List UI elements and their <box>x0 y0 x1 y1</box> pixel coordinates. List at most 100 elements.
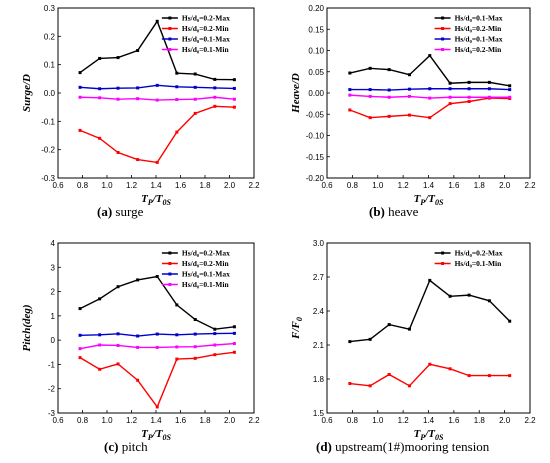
caption-b: (b) heave <box>369 204 418 220</box>
data-point <box>448 367 452 371</box>
caption-letter: (a) <box>97 204 113 219</box>
y-tick-label: -0.1 <box>41 117 55 126</box>
data-point <box>407 113 411 117</box>
legend-marker <box>441 16 445 20</box>
data-point <box>193 318 197 321</box>
y-tick-label: 1 <box>51 312 56 321</box>
y-tick-label: 0 <box>51 336 56 345</box>
data-point <box>487 87 491 91</box>
legend-marker <box>168 251 172 255</box>
y-tick-label: 0.20 <box>308 4 324 13</box>
data-point <box>116 56 120 60</box>
data-point <box>387 68 391 72</box>
legend-marker <box>441 251 445 255</box>
x-tick-label: 1.4 <box>150 181 162 190</box>
data-point <box>136 378 140 382</box>
axis-label-part: /T <box>424 193 436 205</box>
data-point <box>508 84 512 88</box>
series-line-1 <box>79 105 235 164</box>
x-tick-label: 1.4 <box>150 416 162 425</box>
caption-text: upstream(1#)mooring tension <box>331 439 490 454</box>
data-point <box>116 343 120 347</box>
y-axis-label: Pitch(deg) <box>21 304 33 351</box>
caption-text: pitch <box>118 439 148 454</box>
data-point <box>193 97 197 101</box>
y-tick-label: 0.0 <box>44 89 56 98</box>
data-point <box>467 87 471 91</box>
caption-letter: (d) <box>316 439 332 454</box>
y-tick-label: 3.0 <box>313 239 325 248</box>
y-tick-label: -0.20 <box>306 174 325 183</box>
y-tick-label: 2.1 <box>313 341 325 350</box>
y-tick-label: 2.4 <box>313 307 325 316</box>
legend-marker <box>168 48 172 51</box>
chart-3: 0.6 0.8 1.0 1.2 1.4 1.6 1.8 2.0 2.2 1.5 1.8 2.1 2.4 2… <box>290 239 536 442</box>
axis-label-part: Surge/D <box>21 74 33 112</box>
x-tick-label: 0.8 <box>77 181 89 190</box>
y-tick-label: 0.1 <box>44 61 56 70</box>
data-point <box>98 367 102 371</box>
data-point <box>98 333 102 337</box>
chart-1: 0.6 0.8 1.0 1.2 1.4 1.6 1.8 2.0 2.2 -0.20 -0.15 -0.… <box>290 4 536 207</box>
axis-label-part: T <box>141 428 149 440</box>
legend-marker <box>168 37 172 41</box>
x-tick-label: 2.0 <box>499 416 511 425</box>
data-point <box>428 54 432 58</box>
data-point <box>407 87 411 91</box>
data-point <box>193 356 197 360</box>
data-point <box>368 94 372 98</box>
x-axis-label: TP/T0S <box>141 428 171 442</box>
x-tick-label: 1.0 <box>101 416 113 425</box>
data-point <box>232 331 236 335</box>
y-tick-label: 3 <box>51 263 56 272</box>
x-tick-label: 1.8 <box>199 416 211 425</box>
axis-label-part: T <box>141 193 149 205</box>
data-point <box>448 95 452 99</box>
axis-label-subscript: P <box>148 198 153 207</box>
data-point <box>213 95 217 99</box>
data-point <box>387 88 391 92</box>
data-point <box>387 114 391 118</box>
data-point <box>428 278 432 282</box>
x-tick-label: 0.6 <box>52 181 64 190</box>
y-tick-label: -0.2 <box>41 146 55 155</box>
data-point <box>448 87 452 91</box>
axis-label-part: Heave/D <box>290 73 302 114</box>
x-tick-label: 1.4 <box>423 181 435 190</box>
legend-marker <box>168 283 172 286</box>
x-tick-label: 1.8 <box>474 181 486 190</box>
data-point <box>78 347 82 351</box>
data-point <box>368 337 372 341</box>
data-point <box>508 374 512 378</box>
data-point <box>155 275 159 279</box>
axis-label-part: T <box>414 193 422 205</box>
x-tick-label: 1.2 <box>398 181 410 190</box>
data-point <box>348 340 352 344</box>
legend-entry: Hs/d₀=0.1-Min <box>455 259 503 268</box>
data-point <box>467 374 471 378</box>
caption-a: (a) surge <box>97 204 143 220</box>
data-point <box>116 151 120 154</box>
series-line-1 <box>79 351 235 409</box>
legend-entry: Hs/d₀=0.2-Min <box>182 24 230 33</box>
data-point <box>78 85 82 89</box>
caption-letter: (c) <box>104 439 119 454</box>
data-point <box>348 108 352 112</box>
data-point <box>232 97 236 101</box>
y-tick-label: -0.10 <box>306 132 325 141</box>
x-tick-label: 1.0 <box>372 181 384 190</box>
data-point <box>136 334 140 338</box>
x-tick-label: 0.8 <box>77 416 89 425</box>
data-point <box>98 136 102 140</box>
data-point <box>155 83 159 87</box>
data-point <box>78 307 82 311</box>
data-point <box>213 332 217 336</box>
data-point <box>175 303 179 307</box>
series-line-0 <box>349 279 511 343</box>
plot-frame <box>57 7 255 179</box>
x-tick-label: 1.6 <box>448 181 460 190</box>
x-axis-label: TP/T0S <box>414 428 444 442</box>
data-point <box>175 333 179 337</box>
legend-marker <box>168 272 172 276</box>
